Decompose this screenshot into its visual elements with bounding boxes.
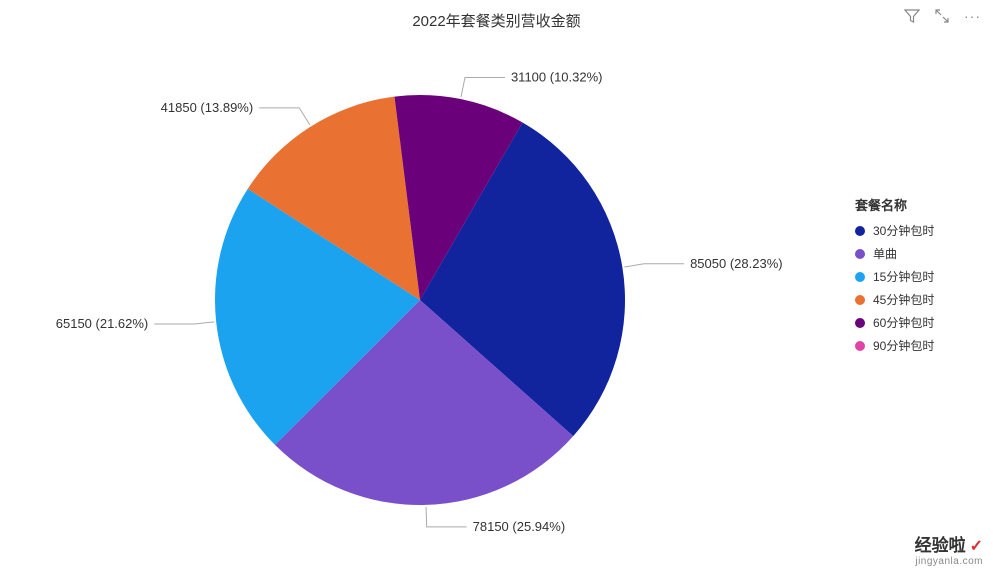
- leader-line: [426, 507, 467, 527]
- legend-swatch: [855, 318, 865, 328]
- legend-label: 90分钟包时: [873, 337, 934, 354]
- leader-line: [624, 264, 684, 267]
- slice-label: 31100 (10.32%): [511, 69, 603, 84]
- legend-label: 15分钟包时: [873, 268, 934, 285]
- legend-label: 30分钟包时: [873, 222, 934, 239]
- slice-label: 41850 (13.89%): [161, 100, 254, 115]
- leader-line: [154, 322, 214, 324]
- slice-label: 65150 (21.62%): [56, 316, 149, 331]
- legend-title: 套餐名称: [855, 195, 934, 214]
- legend-label: 60分钟包时: [873, 314, 934, 331]
- legend-item[interactable]: 90分钟包时: [855, 337, 934, 354]
- legend-item[interactable]: 45分钟包时: [855, 291, 934, 308]
- legend-swatch: [855, 272, 865, 282]
- watermark-text: 经验啦: [915, 536, 966, 555]
- legend-swatch: [855, 295, 865, 305]
- legend-item[interactable]: 15分钟包时: [855, 268, 934, 285]
- pie-chart: 85050 (28.23%) 78150 (25.94%) 65150 (21.62…: [0, 0, 993, 573]
- legend-label: 单曲: [873, 245, 897, 262]
- leader-line: [259, 108, 310, 125]
- slice-label: 78150 (25.94%): [473, 519, 566, 534]
- watermark-url: jingyanla.com: [915, 556, 983, 567]
- legend-swatch: [855, 249, 865, 259]
- leader-line: [461, 77, 505, 97]
- legend-swatch: [855, 226, 865, 236]
- slice-label: 85050 (28.23%): [690, 256, 783, 271]
- check-icon: ✓: [970, 538, 983, 555]
- legend-item[interactable]: 60分钟包时: [855, 314, 934, 331]
- legend-item[interactable]: 单曲: [855, 245, 934, 262]
- legend-item[interactable]: 30分钟包时: [855, 222, 934, 239]
- legend-swatch: [855, 341, 865, 351]
- legend: 套餐名称 30分钟包时单曲 15分钟包时 45分钟包时 60分钟包时 90分钟包时: [855, 195, 934, 360]
- legend-label: 45分钟包时: [873, 291, 934, 308]
- watermark: 经验啦✓ jingyanla.com: [915, 537, 983, 567]
